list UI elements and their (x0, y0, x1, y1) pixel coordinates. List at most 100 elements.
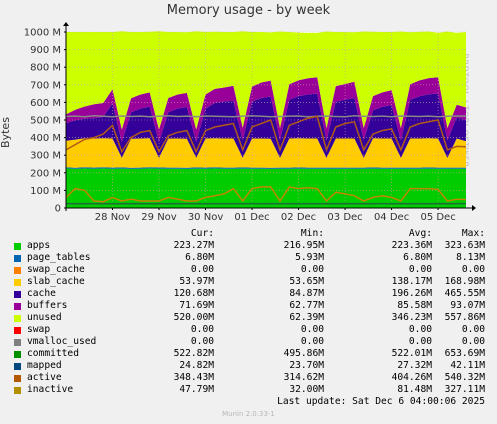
line-active (65, 115, 467, 154)
x-tick-label: 02 Dec (281, 212, 316, 223)
legend-max: 93.07M (450, 300, 485, 311)
legend-series-name: vmalloc_used (27, 336, 97, 347)
legend-row-slab_cache: slab_cache 53.97M 53.65M 138.17M 168.98M (12, 276, 492, 288)
legend-series-name: slab_cache (27, 276, 85, 287)
legend-series-name: page_tables (27, 252, 91, 263)
legend-series-name: buffers (27, 300, 68, 311)
legend-row-committed: committed 522.82M 495.86M 522.01M 653.69M (12, 348, 492, 360)
legend-series-name: inactive (27, 384, 74, 395)
legend-avg: 6.80M (403, 252, 432, 263)
legend-cur: 0.00 (190, 336, 214, 347)
area-buffers (66, 77, 466, 142)
y-tick-label: 1000 M (24, 28, 61, 39)
legend-max: 465.55M (444, 288, 485, 299)
legend-max: 0.00 (461, 336, 485, 347)
y-tick-label: 0 (55, 204, 61, 215)
legend-min: 0.00 (300, 336, 324, 347)
legend-max: 0.00 (461, 264, 485, 275)
legend-min: 23.70M (289, 360, 324, 371)
legend-header: Cur: Min: Avg: Max: (12, 228, 492, 240)
legend-min: 216.95M (283, 240, 324, 251)
legend-cur: 47.79M (179, 384, 214, 395)
legend-avg: 404.26M (391, 372, 432, 383)
legend-header-max: Max: (461, 228, 485, 239)
area-unused (66, 31, 466, 130)
legend-cur: 0.00 (190, 264, 214, 275)
legend-row-active: active 348.43M 314.62M 404.26M 540.32M (12, 372, 492, 384)
legend-cur: 223.27M (173, 240, 214, 251)
legend-series-name: mapped (27, 360, 62, 371)
legend-avg: 0.00 (408, 336, 432, 347)
x-axis-arrow (472, 205, 476, 211)
legend-min: 314.62M (283, 372, 324, 383)
legend-row-inactive: inactive 47.79M 32.00M 81.48M 327.11M (12, 384, 492, 396)
legend-min: 62.39M (289, 312, 324, 323)
x-tick-label: 05 Dec (420, 212, 455, 223)
y-tick-label: 900 M (30, 45, 61, 56)
y-tick-label: 200 M (30, 168, 61, 179)
y-tick-label: 600 M (30, 98, 61, 109)
area-page_tables (66, 167, 466, 169)
legend-series-name: committed (27, 348, 79, 359)
legend-avg: 27.32M (397, 360, 432, 371)
x-tick-label: 30 Nov (188, 212, 224, 223)
legend-cur: 71.69M (179, 300, 214, 311)
legend-min: 53.65M (289, 276, 324, 287)
y-tick-label: 300 M (30, 151, 61, 162)
legend-swatch (14, 267, 21, 274)
legend-avg: 223.36M (391, 240, 432, 251)
line-inactive (65, 186, 467, 203)
legend-series-name: unused (27, 312, 62, 323)
x-tick-label: 28 Nov (95, 212, 131, 223)
legend-swatch (14, 375, 21, 382)
legend-max: 653.69M (444, 348, 485, 359)
legend-min: 84.87M (289, 288, 324, 299)
legend-avg: 81.48M (397, 384, 432, 395)
chart-plot: 0 100 M 200 M 300 M 400 M 500 M 600 M 700 M 800 … (24, 22, 476, 223)
y-tick-label: 700 M (30, 80, 61, 91)
legend-swatch (14, 363, 21, 370)
legend-min: 495.86M (283, 348, 324, 359)
legend-series-name: active (27, 372, 62, 383)
legend-swatch (14, 387, 21, 394)
legend-swatch (14, 327, 21, 334)
legend-swatch (14, 339, 21, 346)
legend-min: 32.00M (289, 384, 324, 395)
legend-row-unused: unused 520.00M 62.39M 346.23M 557.86M (12, 312, 492, 324)
legend-swatch (14, 243, 21, 250)
legend-row-page_tables: page_tables 6.80M 5.93M 6.80M 8.13M (12, 252, 492, 264)
legend-max: 540.32M (444, 372, 485, 383)
last-update: Last update: Sat Dec 6 04:00:06 2025 (277, 396, 485, 407)
legend-max: 327.11M (444, 384, 485, 395)
legend-cur: 522.82M (173, 348, 214, 359)
legend-max: 0.00 (461, 324, 485, 335)
legend-min: 5.93M (295, 252, 324, 263)
legend-swatch (14, 315, 21, 322)
legend-swatch (14, 255, 21, 262)
area-apps (66, 168, 466, 208)
area-slab_cache (66, 138, 466, 168)
legend-min: 0.00 (300, 324, 324, 335)
legend-series-name: swap (27, 324, 51, 335)
legend-row-apps: apps 223.27M 216.95M 223.36M 323.63M (12, 240, 492, 252)
y-tick-label: 400 M (30, 133, 61, 144)
legend-max: 323.63M (444, 240, 485, 251)
legend-max: 42.11M (450, 360, 485, 371)
legend-max: 8.13M (456, 252, 485, 263)
y-tick-label: 500 M (30, 116, 61, 127)
x-tick-label: 29 Nov (141, 212, 177, 223)
x-tick-label: 04 Dec (374, 212, 409, 223)
legend-header-min: Min: (300, 228, 324, 239)
legend-max: 168.98M (444, 276, 485, 287)
chart-title: Memory usage - by week (166, 3, 331, 18)
legend-rows: apps 223.27M 216.95M 223.36M 323.63M page_tab… (12, 240, 492, 396)
legend-cur: 0.00 (190, 324, 214, 335)
legend-row-cache: cache 120.68M 84.87M 196.26M 465.55M (12, 288, 492, 300)
legend-max: 557.86M (444, 312, 485, 323)
y-axis-arrow (63, 22, 69, 26)
y-tick-label: 800 M (30, 63, 61, 74)
legend-swatch (14, 351, 21, 358)
legend-avg: 522.01M (391, 348, 432, 359)
legend-cur: 24.82M (179, 360, 214, 371)
